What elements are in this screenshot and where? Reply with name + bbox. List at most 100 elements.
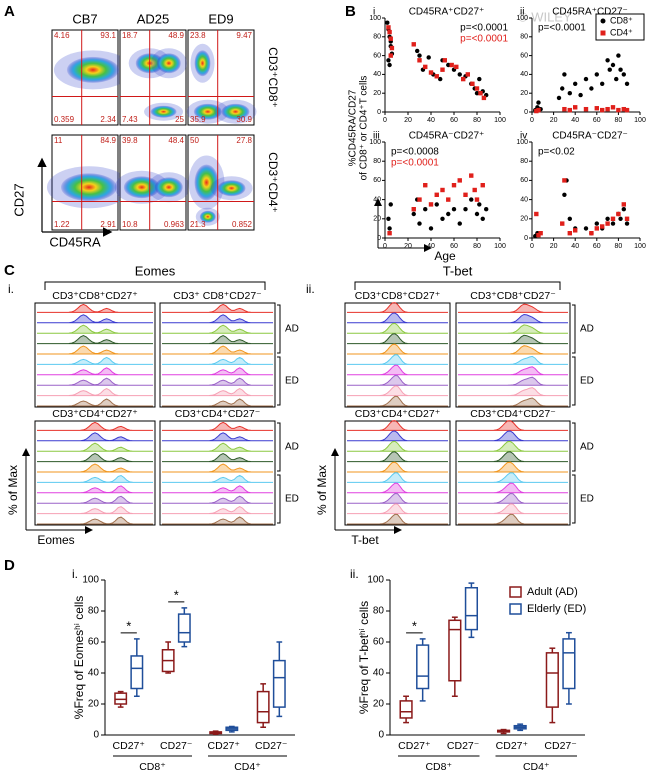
x-tick-label: 40 [427, 117, 435, 124]
point [451, 183, 457, 188]
y-tick-label: 0 [378, 730, 384, 741]
point [567, 107, 572, 113]
point [583, 226, 589, 231]
point [449, 62, 454, 68]
point [562, 178, 567, 183]
point [474, 211, 480, 217]
histogram-trace [37, 398, 153, 407]
plot-frame [34, 420, 156, 526]
histogram-trace [37, 421, 153, 431]
x-tick-label: CD27⁻ [447, 740, 480, 752]
point [470, 81, 475, 86]
histogram-trace [37, 324, 153, 334]
y-tick-label: 40 [373, 668, 385, 679]
y-tick-label: 60 [373, 52, 381, 59]
x-tick-label: 60 [593, 117, 601, 124]
histogram-trace [347, 354, 448, 365]
chart-title: CD45RA⁻CD27⁻ [552, 131, 628, 142]
plot-frame [455, 302, 571, 408]
density-blob [156, 53, 181, 74]
box [256, 690, 270, 724]
point [478, 91, 483, 96]
x-tick-label: CD27⁺ [398, 740, 431, 752]
p-value: p=<0.0008 [391, 147, 439, 158]
point [610, 62, 616, 68]
point [616, 211, 621, 217]
x-tick-label: 80 [615, 243, 623, 250]
panel-numeral: i [373, 7, 375, 18]
histogram-trace [37, 474, 153, 483]
point [472, 187, 477, 193]
histogram-trace [347, 312, 448, 324]
group-label: CD8⁺ [425, 761, 452, 773]
point [417, 53, 422, 58]
x-tick-label: 20 [550, 117, 558, 124]
chart-title: CD45RA⁺CD27⁺ [409, 7, 485, 18]
density-blob [150, 105, 177, 118]
histogram-trace [458, 472, 568, 483]
quadrant-percent: 11 [54, 136, 63, 145]
histogram-trace [162, 335, 273, 345]
watermark: © WILEY [518, 9, 572, 24]
x-tick-label: 0 [383, 243, 387, 250]
density-blob [199, 210, 216, 223]
subpanel-label: i. [72, 567, 78, 581]
point [440, 216, 445, 221]
histogram-trace [458, 492, 568, 504]
point [389, 45, 395, 51]
histogram-trace [37, 432, 153, 442]
x-tick-label: 20 [404, 117, 412, 124]
x-tick-label: 60 [593, 243, 601, 250]
point [567, 216, 572, 221]
point [480, 216, 485, 221]
density-blob [193, 103, 222, 120]
point [457, 221, 462, 226]
cohort-label: AD [285, 442, 299, 453]
box [114, 692, 128, 705]
y-axis-label: %CD45RA/CD27 [348, 89, 359, 166]
point [562, 72, 567, 77]
cohort-bracket [572, 304, 576, 354]
y-axis-label: of CD8⁺ or CD4⁺T cells [359, 76, 370, 181]
x-tick-label: 40 [571, 243, 579, 250]
point [388, 36, 393, 41]
p-value: p=<0.0001 [538, 23, 586, 34]
x-tick-label: CD27⁺ [208, 740, 241, 752]
x-tick-label: CD27⁺ [496, 740, 529, 752]
point [387, 62, 392, 68]
histogram-trace [347, 420, 448, 431]
box [272, 659, 286, 708]
point [446, 197, 451, 202]
x-tick-label: 100 [494, 243, 506, 250]
cohort-label: AD [580, 442, 594, 453]
panel-label: B [345, 3, 356, 20]
cohort-bracket [277, 356, 281, 406]
histogram-trace [162, 442, 273, 452]
point [618, 67, 623, 72]
x-tick-label: 80 [473, 243, 481, 250]
quadrant-percent: 0.852 [232, 220, 253, 229]
significance-star: * [412, 618, 417, 633]
x-tick-label: 20 [550, 243, 558, 250]
histogram-trace [347, 343, 448, 355]
point [451, 207, 457, 212]
quadrant-percent: 2.91 [100, 220, 116, 229]
histogram-trace [347, 333, 448, 345]
legend-box [595, 13, 645, 41]
point [621, 207, 626, 212]
histogram-trace [347, 302, 448, 313]
quadrant-percent: 1.22 [54, 220, 70, 229]
histogram-title: CD3⁺CD8⁺CD27⁺ [355, 290, 441, 302]
x-axis-label: CD45RA [49, 234, 101, 249]
density-blob [66, 56, 119, 83]
histogram-trace [458, 461, 568, 473]
quadrant-percent: 0.963 [164, 220, 185, 229]
point [386, 25, 391, 30]
x-tick-label: CD27⁺ [113, 740, 146, 752]
y-tick-label: 40 [373, 196, 381, 203]
point [415, 48, 420, 54]
histogram-trace [37, 463, 153, 473]
point [480, 183, 485, 188]
histogram-trace [162, 495, 273, 504]
point [438, 76, 443, 82]
